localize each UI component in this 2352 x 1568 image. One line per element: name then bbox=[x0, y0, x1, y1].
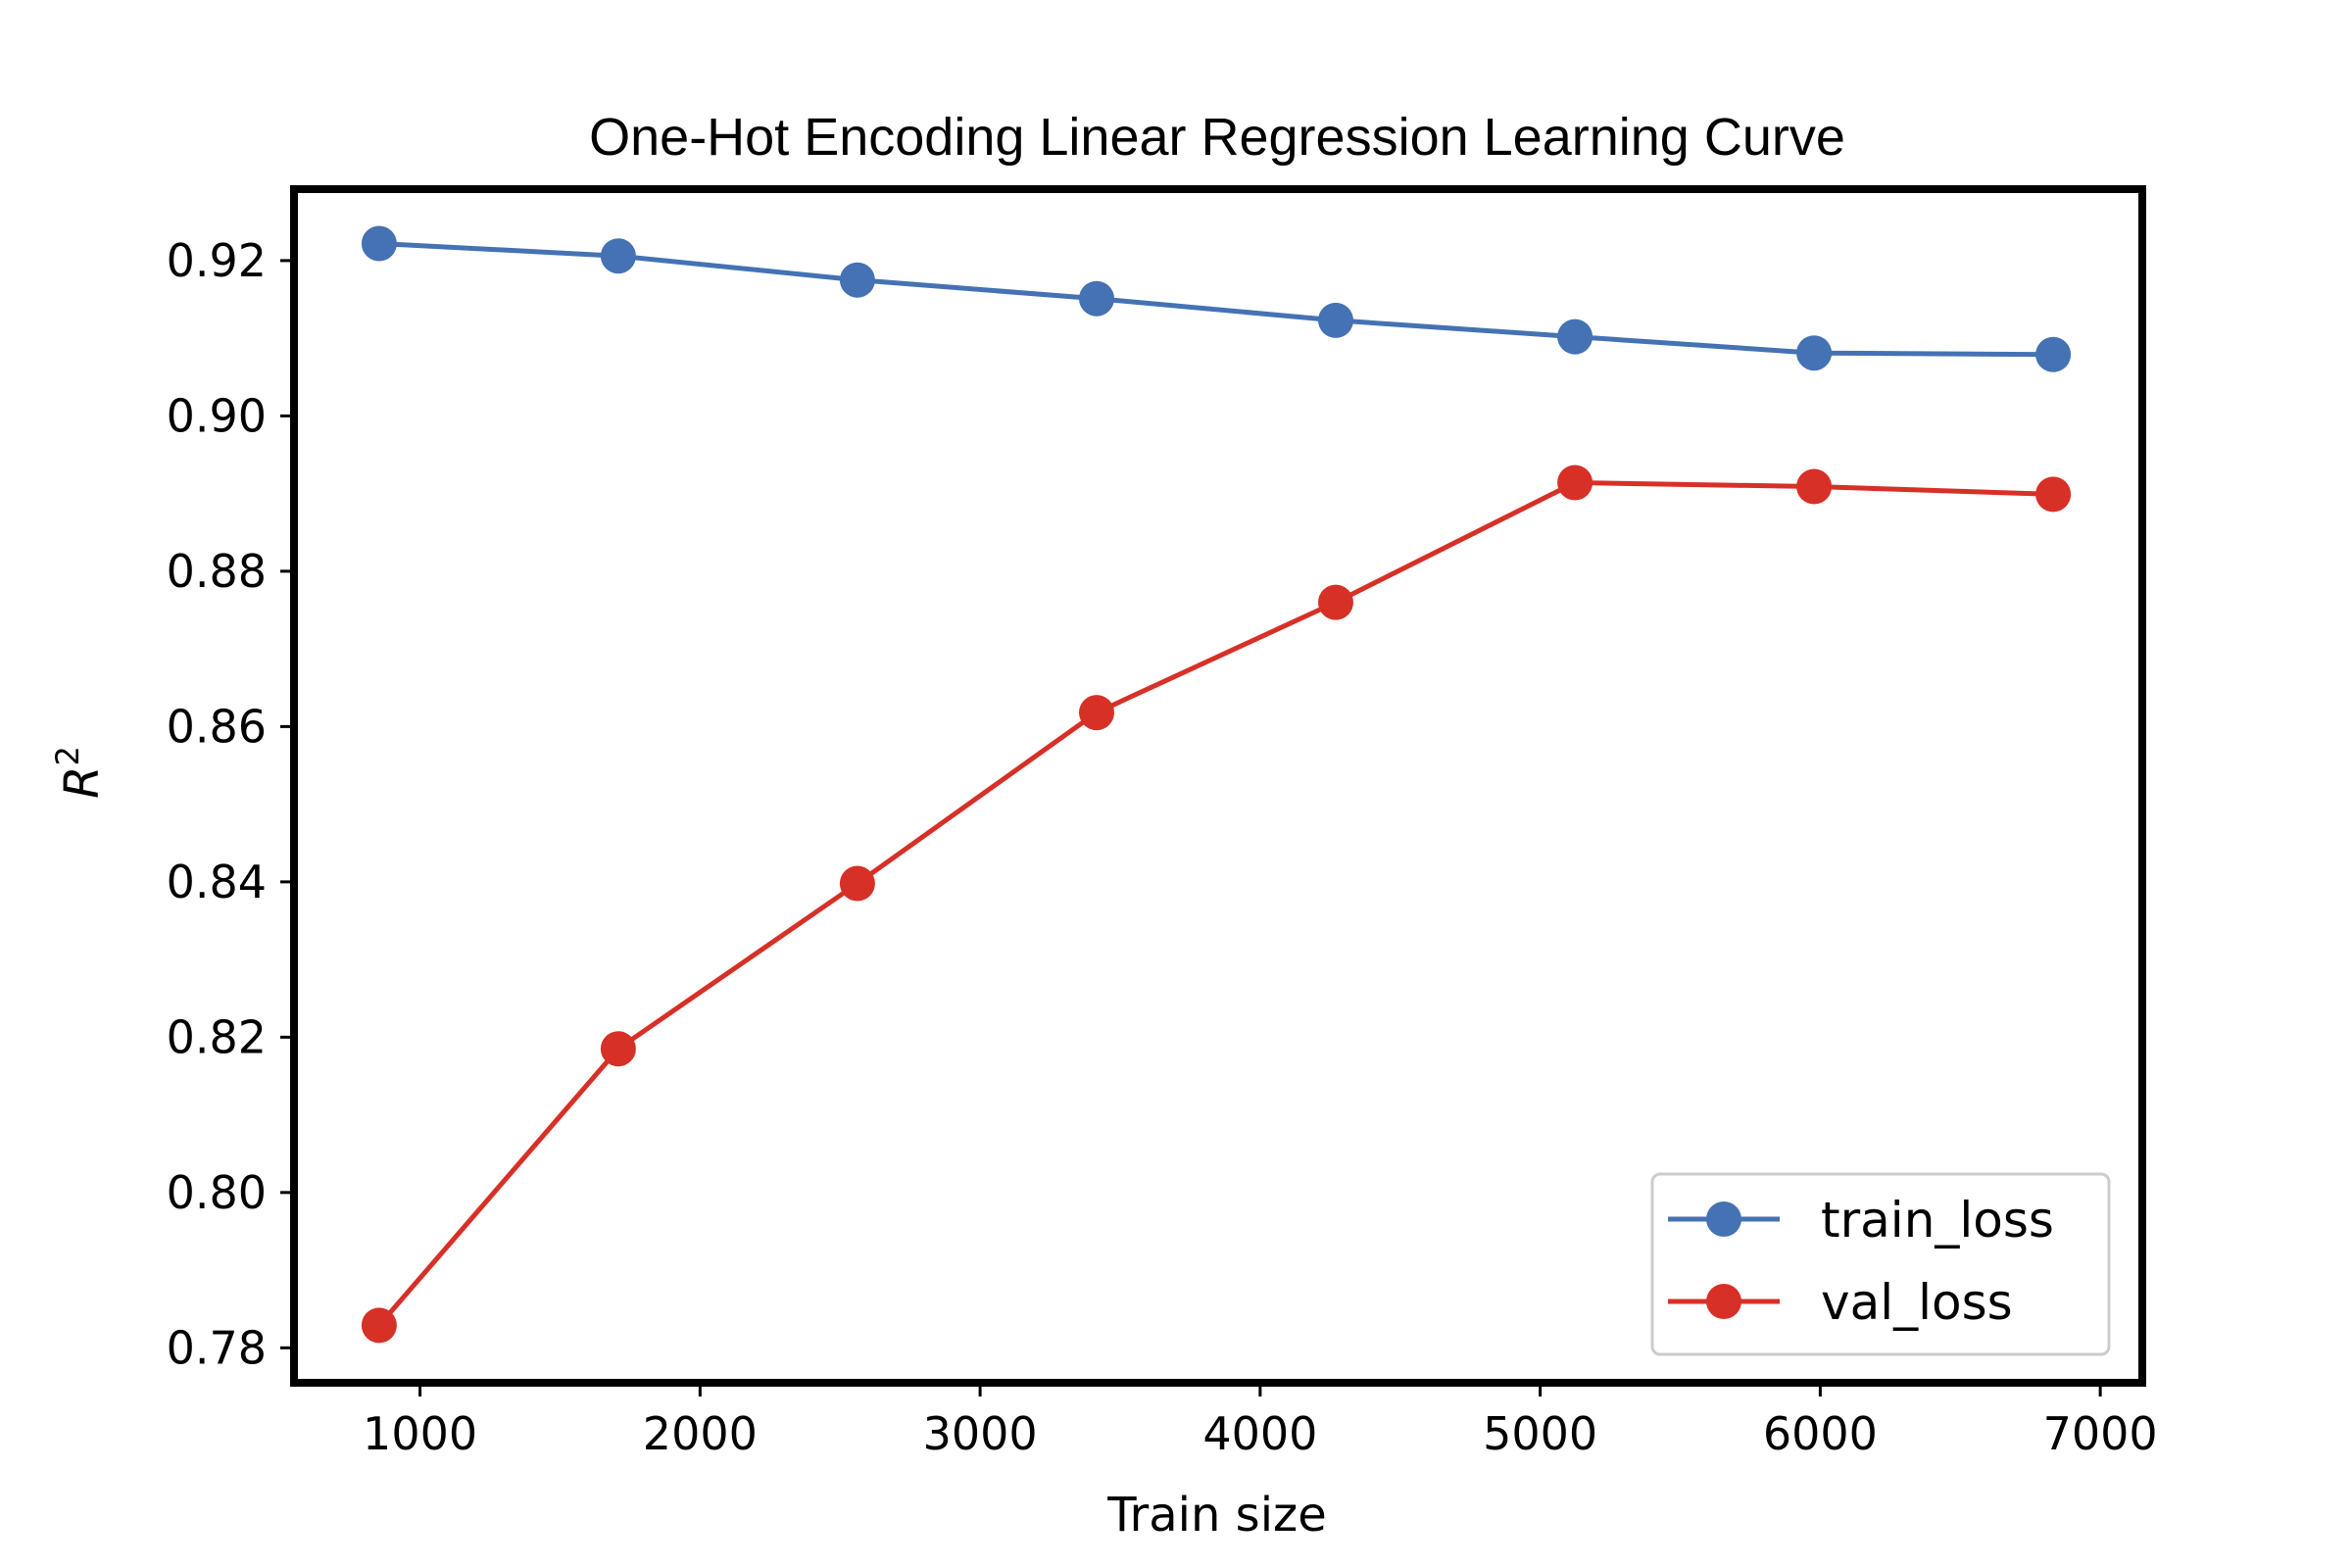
data-point-val_loss-4 bbox=[1318, 584, 1353, 620]
series-line-val_loss bbox=[377, 480, 2054, 1328]
data-point-train_loss-7 bbox=[2035, 336, 2072, 372]
x-tick-label: 7000 bbox=[2043, 1407, 2158, 1460]
series-line-train_loss bbox=[378, 241, 2054, 358]
y-axis-ticks: 0.78 0.80 0.82 0.84 0.86 0.88 0.90 0.92 bbox=[167, 234, 294, 1374]
plot-area bbox=[361, 225, 2072, 1344]
y-tick-label: 0.92 bbox=[167, 234, 267, 287]
data-point-train_loss-2 bbox=[839, 262, 875, 298]
legend-marker-val_loss bbox=[1706, 1284, 1741, 1319]
data-point-train_loss-1 bbox=[600, 238, 636, 274]
x-axis-label: Train size bbox=[1106, 1488, 1327, 1543]
legend: train_loss val_loss bbox=[1650, 1172, 2111, 1356]
plot-frame bbox=[290, 185, 2146, 1387]
data-point-train_loss-3 bbox=[1079, 280, 1114, 317]
data-point-train_loss-6 bbox=[1796, 335, 1833, 371]
x-tick-label: 2000 bbox=[643, 1407, 758, 1460]
y-axis-label-base: R bbox=[55, 766, 110, 799]
legend-item-train_loss: train_loss bbox=[1668, 1192, 2054, 1249]
data-point-val_loss-1 bbox=[600, 1031, 636, 1067]
x-axis-ticks: 1000 2000 3000 4000 5000 6000 7000 bbox=[363, 1383, 2158, 1460]
data-point-val_loss-6 bbox=[1796, 468, 1833, 505]
y-tick-label: 0.78 bbox=[167, 1321, 267, 1374]
legend-item-val_loss: val_loss bbox=[1668, 1274, 2013, 1331]
data-point-val_loss-0 bbox=[361, 1307, 397, 1344]
x-tick-label: 4000 bbox=[1202, 1407, 1317, 1460]
y-tick-label: 0.86 bbox=[167, 700, 267, 753]
y-tick-label: 0.82 bbox=[167, 1010, 267, 1063]
x-tick-label: 1000 bbox=[363, 1407, 477, 1460]
x-tick-label: 6000 bbox=[1763, 1407, 1878, 1460]
data-point-val_loss-2 bbox=[839, 865, 875, 902]
y-tick-label: 0.80 bbox=[167, 1166, 267, 1219]
data-point-val_loss-7 bbox=[2035, 476, 2072, 513]
series-val_loss bbox=[361, 465, 2072, 1344]
legend-label-val_loss: val_loss bbox=[1821, 1274, 2013, 1331]
data-point-val_loss-3 bbox=[1079, 695, 1114, 731]
legend-label-train_loss: train_loss bbox=[1821, 1192, 2054, 1249]
y-tick-label: 0.84 bbox=[167, 856, 267, 908]
y-axis-label: R2 bbox=[49, 746, 110, 799]
data-point-train_loss-4 bbox=[1318, 302, 1353, 338]
data-point-train_loss-0 bbox=[361, 225, 397, 262]
data-point-val_loss-5 bbox=[1557, 465, 1593, 501]
x-tick-label: 5000 bbox=[1483, 1407, 1597, 1460]
y-tick-label: 0.90 bbox=[167, 389, 267, 442]
y-axis-label-superscript: 2 bbox=[49, 746, 86, 765]
legend-marker-train_loss bbox=[1706, 1201, 1741, 1237]
data-point-train_loss-5 bbox=[1557, 318, 1593, 355]
y-tick-label: 0.88 bbox=[167, 545, 267, 598]
series-train_loss bbox=[361, 225, 2072, 372]
x-tick-label: 3000 bbox=[923, 1407, 1038, 1460]
chart-title: One-Hot Encoding Linear Regression Learn… bbox=[589, 108, 1845, 167]
